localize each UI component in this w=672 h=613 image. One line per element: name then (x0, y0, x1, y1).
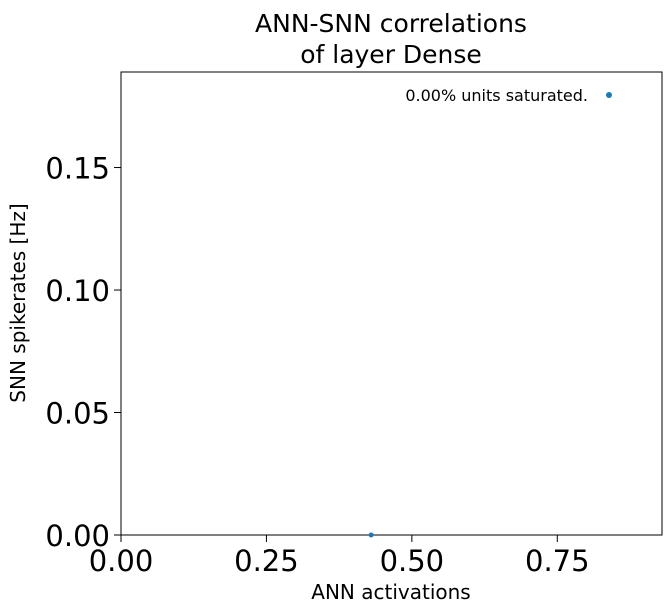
saturation-annotation: 0.00% units saturated. (405, 86, 588, 105)
data-points (368, 532, 374, 538)
data-point (368, 532, 374, 538)
y-tick-label: 0.05 (45, 397, 110, 431)
plot-frame (120, 71, 663, 536)
x-tick-label: 0.00 (89, 544, 154, 578)
chart-title-line-1: ANN-SNN correlations (255, 9, 527, 38)
y-tick-label: 0.00 (45, 519, 110, 553)
x-tick-label: 0.75 (525, 544, 590, 578)
x-tick-label: 0.25 (234, 544, 299, 578)
y-axis-label: SNN spikerates [Hz] (6, 203, 30, 402)
y-tick-label: 0.10 (45, 274, 110, 308)
chart-title-line-2: of layer Dense (300, 40, 482, 69)
y-axis: 0.00 0.05 0.10 0.15 (45, 152, 121, 553)
x-axis-label: ANN activations (311, 580, 470, 604)
x-tick-label: 0.50 (380, 544, 445, 578)
x-axis: 0.00 0.25 0.50 0.75 (89, 535, 590, 578)
y-tick-label: 0.15 (45, 152, 110, 186)
legend-marker (606, 92, 612, 98)
